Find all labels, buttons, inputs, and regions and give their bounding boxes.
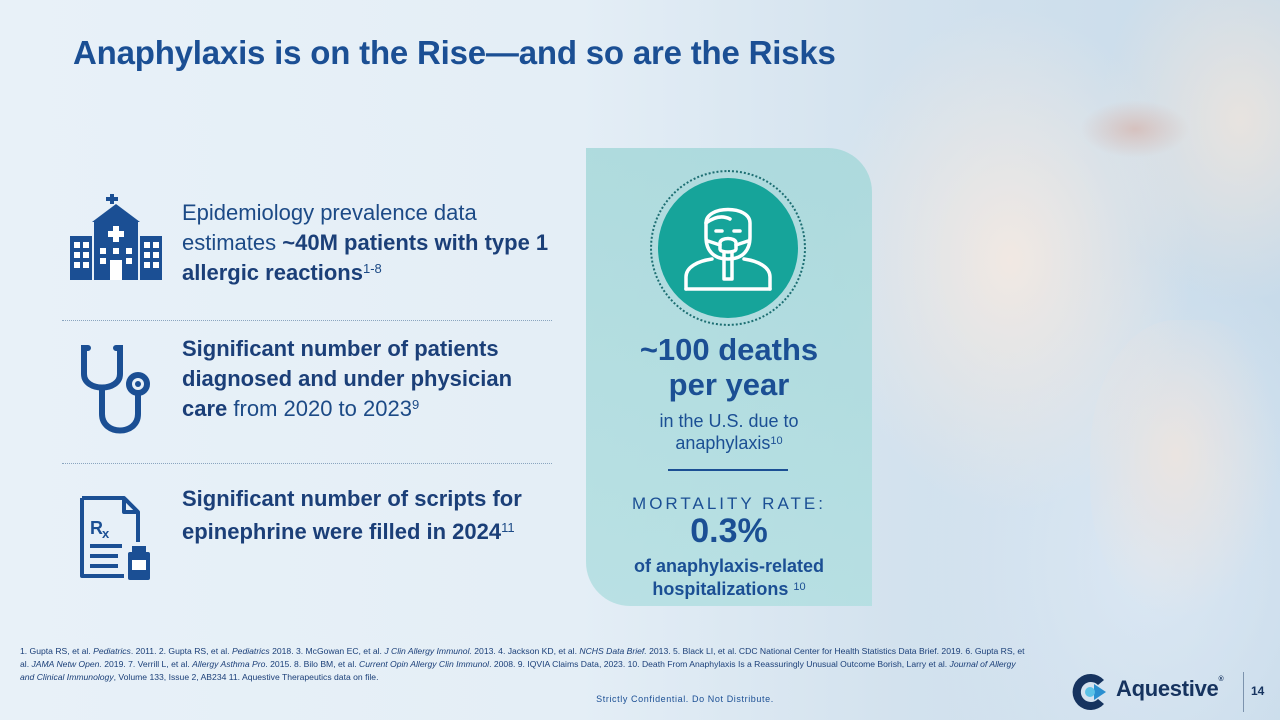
stat-row-scripts: R x Significant number of scripts for ep… bbox=[62, 482, 552, 582]
stat-text-plain: from 2020 to 2023 bbox=[227, 396, 412, 421]
deaths-subtext-line: in the U.S. due to bbox=[659, 411, 799, 431]
deaths-headline: ~100 deaths per year bbox=[586, 332, 872, 402]
page-separator bbox=[1243, 672, 1244, 712]
confidentiality-notice: Strictly Confidential. Do Not Distribute… bbox=[596, 694, 774, 704]
stat-text-bold: Significant number of patients diagnosed… bbox=[182, 336, 513, 421]
stat-text-plain: Epidemiology prevalence data estimates bbox=[182, 200, 477, 255]
deaths-subtext: in the U.S. due to anaphylaxis10 bbox=[586, 410, 872, 454]
aquestive-logo-text: Aquestive® bbox=[1116, 676, 1224, 701]
svg-text:x: x bbox=[102, 526, 110, 541]
footnote-reference: 9 bbox=[411, 397, 420, 412]
icon-circle bbox=[658, 178, 798, 318]
mortality-description-line: of anaphylaxis-related bbox=[633, 556, 825, 576]
stat-row-prevalence: Epidemiology prevalence data estimates ~… bbox=[62, 194, 552, 294]
references: 1. Gupta RS, et al. Pediatrics. 2011. 2.… bbox=[20, 646, 1025, 682]
divider bbox=[62, 463, 552, 464]
patient-oxygen-mask-icon bbox=[684, 207, 772, 291]
hospital-icon bbox=[70, 194, 162, 280]
stat-text-bold: Significant number of scripts for epinep… bbox=[182, 486, 522, 544]
deaths-headline-line: ~100 deaths bbox=[639, 332, 819, 367]
svg-text:R: R bbox=[90, 518, 103, 538]
stat-row-diagnosed: Significant number of patients diagnosed… bbox=[62, 334, 552, 454]
footnote-reference: 1-8 bbox=[362, 261, 382, 276]
divider bbox=[62, 320, 552, 321]
stat-text-bold: ~40M patients with type 1 allergic react… bbox=[182, 230, 549, 285]
mortality-description: of anaphylaxis-related hospitalizations … bbox=[586, 555, 872, 601]
page-number: 14 bbox=[1251, 684, 1265, 698]
stat-text-prevalence: Epidemiology prevalence data estimates ~… bbox=[182, 198, 562, 288]
deaths-headline-line: per year bbox=[668, 367, 790, 402]
aquestive-logo-icon bbox=[1072, 674, 1106, 710]
panel-divider bbox=[668, 469, 788, 471]
stethoscope-icon bbox=[81, 345, 150, 434]
prescription-icon: R x bbox=[80, 496, 150, 580]
deaths-subtext-line: anaphylaxis bbox=[675, 433, 771, 453]
footnote-reference: 11 bbox=[501, 520, 515, 535]
slide-title: Anaphylaxis is on the Rise—and so are th… bbox=[73, 34, 836, 71]
footnote-reference: 10 bbox=[770, 435, 783, 447]
icon-circle-border bbox=[650, 170, 806, 326]
stat-text-diagnosed: Significant number of patients diagnosed… bbox=[182, 334, 562, 424]
background-face bbox=[1080, 100, 1190, 158]
stat-text-scripts: Significant number of scripts for epinep… bbox=[182, 482, 562, 548]
footnote-reference: 10 bbox=[793, 581, 806, 593]
mortality-label: MORTALITY RATE: bbox=[632, 494, 826, 513]
mortality-description-line: hospitalizations bbox=[652, 579, 794, 599]
background-hand bbox=[1090, 320, 1280, 620]
mortality-value: 0.3% bbox=[690, 512, 768, 550]
